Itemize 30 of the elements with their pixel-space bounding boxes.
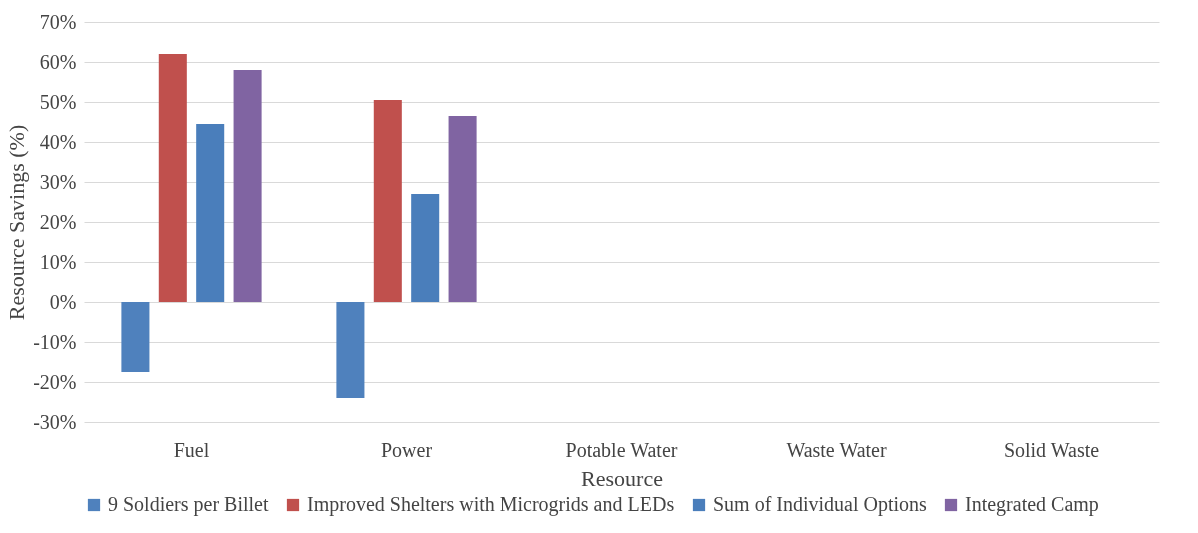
y-tick-label: 70% (39, 10, 77, 33)
x-tick-label: Power (380, 438, 433, 461)
bar (411, 194, 440, 302)
x-tick-label: Potable Water (565, 438, 678, 461)
legend-label: Integrated Camp (965, 493, 1099, 516)
bar (373, 100, 402, 302)
y-tick-label: -10% (33, 330, 77, 353)
bar (121, 302, 150, 372)
y-tick-label: 20% (39, 210, 77, 233)
bar (233, 70, 262, 302)
y-tick-label: -30% (33, 410, 77, 433)
bar (196, 124, 225, 302)
legend-label: Improved Shelters with Microgrids and LEDs (307, 493, 675, 516)
x-axis-title: Resource (581, 465, 663, 491)
y-tick-label: 50% (39, 90, 77, 113)
y-tick-label: 0% (49, 290, 77, 313)
y-tick-label: 10% (39, 250, 77, 273)
bar (336, 302, 365, 398)
x-tick-label: Solid Waste (1003, 438, 1100, 461)
y-tick-label: -20% (33, 370, 77, 393)
legend-label: Sum of Individual Options (713, 493, 928, 516)
y-tick-label: 60% (39, 50, 77, 73)
legend-label: 9 Soldiers per Billet (108, 493, 269, 516)
bar (448, 116, 477, 302)
x-tick-label: Waste Water (786, 438, 887, 461)
bar (158, 54, 187, 302)
y-tick-label: 40% (39, 130, 77, 153)
y-axis-title: Resource Savings (%) (4, 124, 30, 321)
x-tick-label: Fuel (173, 438, 210, 461)
y-tick-label: 30% (39, 170, 77, 193)
